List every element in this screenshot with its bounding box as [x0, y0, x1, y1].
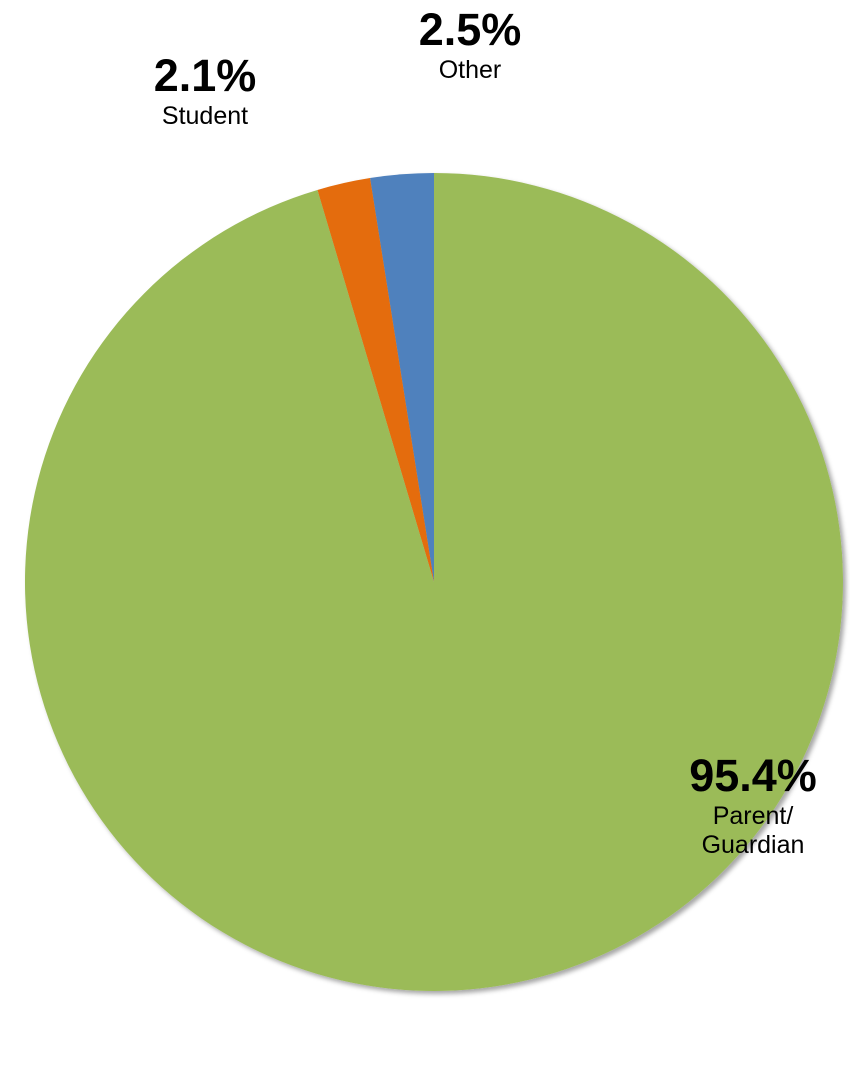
slice-value-label: 2.1%: [153, 50, 257, 101]
slice-label-student: 2.1% Student: [135, 50, 275, 131]
slice-category-label-line: Parent/: [712, 801, 794, 830]
slice-label-parent-guardian: 95.4% Parent/ Guardian: [668, 750, 838, 859]
slice-category-label: Other: [438, 55, 502, 84]
slice-value-label: 2.5%: [418, 4, 522, 55]
slice-category-label: Student: [161, 101, 249, 130]
slice-label-other: 2.5% Other: [410, 4, 530, 85]
pie-slice-parent-guardian: [24, 173, 843, 991]
pie-slice-student: [317, 178, 434, 583]
slice-category-label: Parent/ Guardian: [668, 802, 838, 860]
pie-slices: [24, 173, 843, 991]
slice-category-label-line: Guardian: [701, 830, 805, 859]
slice-value-label: 95.4%: [689, 750, 817, 801]
pie-slice-other: [370, 173, 434, 582]
